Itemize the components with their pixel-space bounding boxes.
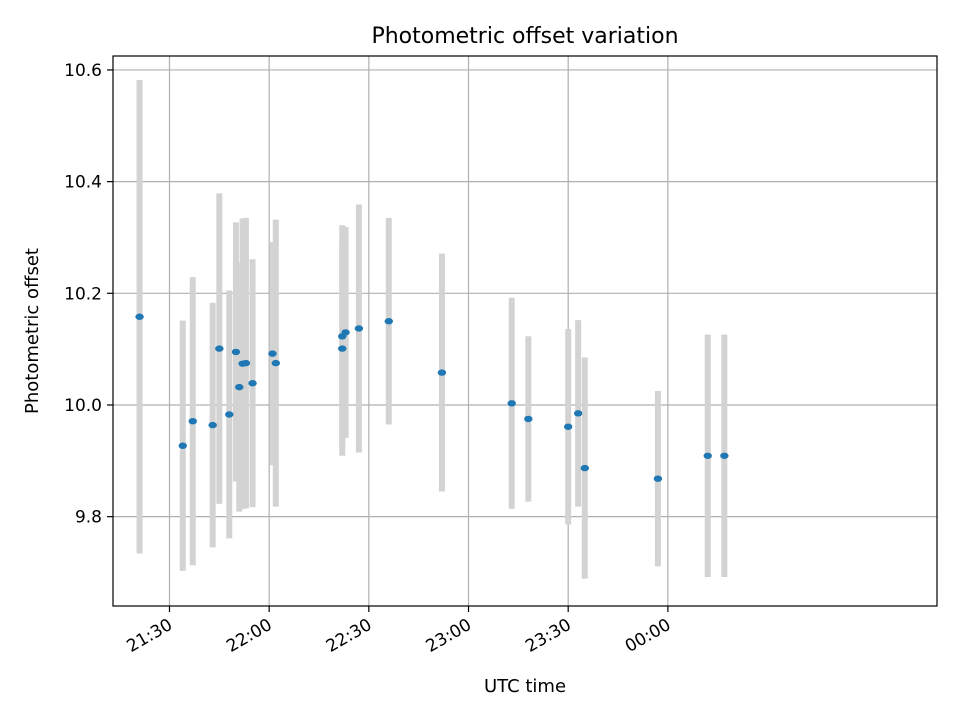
data-point <box>215 345 224 352</box>
y-tick-label: 10.2 <box>64 284 102 304</box>
y-axis-label: Photometric offset <box>22 248 43 414</box>
data-point <box>231 348 241 356</box>
data-point <box>235 383 244 391</box>
data-point <box>580 464 590 472</box>
data-point <box>208 421 217 429</box>
data-point <box>338 345 347 352</box>
data-point <box>437 369 447 376</box>
data-point <box>354 325 364 332</box>
data-point <box>703 452 712 459</box>
y-tick-label: 9.8 <box>75 508 102 528</box>
data-point <box>720 452 729 459</box>
data-point <box>135 313 144 320</box>
data-point <box>507 400 516 407</box>
x-axis-label: UTC time <box>484 676 566 697</box>
data-point <box>268 350 277 357</box>
data-point <box>178 442 187 449</box>
data-points <box>135 313 729 482</box>
data-point <box>225 411 234 418</box>
data-point <box>524 415 533 423</box>
y-tick-label: 10.6 <box>64 61 102 81</box>
plot-frame <box>112 55 938 607</box>
data-point <box>241 359 251 367</box>
y-tick-label: 10.4 <box>64 173 102 193</box>
y-tick-label: 10.0 <box>64 396 102 416</box>
data-point <box>188 417 197 425</box>
data-point <box>384 318 393 325</box>
data-point <box>271 359 281 367</box>
data-point <box>248 380 257 387</box>
data-point <box>341 329 350 336</box>
chart-title: Photometric offset variation <box>371 24 678 49</box>
data-point <box>573 410 583 417</box>
data-point <box>563 423 573 430</box>
data-point <box>653 475 663 482</box>
